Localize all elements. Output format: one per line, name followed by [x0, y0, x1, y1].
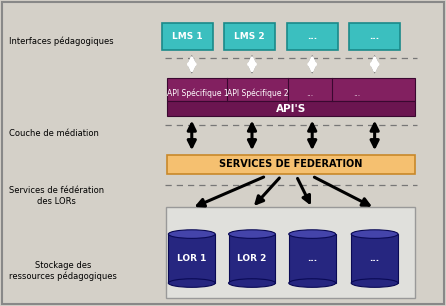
Bar: [169, 234, 215, 283]
Bar: [289, 234, 335, 283]
Text: LOR 2: LOR 2: [237, 254, 267, 263]
Text: API Spécifique 1: API Spécifique 1: [167, 88, 228, 98]
Ellipse shape: [351, 230, 398, 238]
Text: ...: ...: [370, 254, 380, 263]
Text: API'S: API'S: [276, 104, 306, 114]
Text: Stockage des
ressources pédagogiques: Stockage des ressources pédagogiques: [9, 261, 117, 281]
Text: Services de fédération
des LORs: Services de fédération des LORs: [9, 186, 104, 206]
Text: ...: ...: [353, 89, 360, 98]
Ellipse shape: [289, 230, 336, 238]
Ellipse shape: [289, 279, 336, 287]
Text: Interfaces pédagogiques: Interfaces pédagogiques: [9, 36, 114, 46]
Text: ...: ...: [306, 89, 314, 98]
Ellipse shape: [169, 279, 215, 287]
Ellipse shape: [228, 279, 275, 287]
FancyBboxPatch shape: [349, 23, 401, 50]
Bar: [167, 155, 415, 174]
Bar: [351, 234, 398, 283]
Text: ...: ...: [370, 32, 380, 41]
Ellipse shape: [351, 279, 398, 287]
Text: API Spécifique 2: API Spécifique 2: [227, 88, 289, 98]
Text: ...: ...: [307, 32, 317, 41]
Ellipse shape: [228, 230, 275, 238]
Bar: [228, 234, 275, 283]
Bar: [167, 101, 415, 116]
Text: LMS 2: LMS 2: [235, 32, 265, 41]
FancyBboxPatch shape: [224, 23, 276, 50]
Text: Couche de médiation: Couche de médiation: [9, 129, 99, 138]
Text: LOR 1: LOR 1: [177, 254, 206, 263]
Ellipse shape: [169, 230, 215, 238]
FancyBboxPatch shape: [161, 23, 213, 50]
Text: ...: ...: [307, 254, 317, 263]
Text: LMS 1: LMS 1: [172, 32, 202, 41]
Bar: [166, 207, 415, 298]
Text: SERVICES DE FEDERATION: SERVICES DE FEDERATION: [219, 159, 363, 170]
Bar: [167, 78, 415, 101]
FancyBboxPatch shape: [286, 23, 338, 50]
